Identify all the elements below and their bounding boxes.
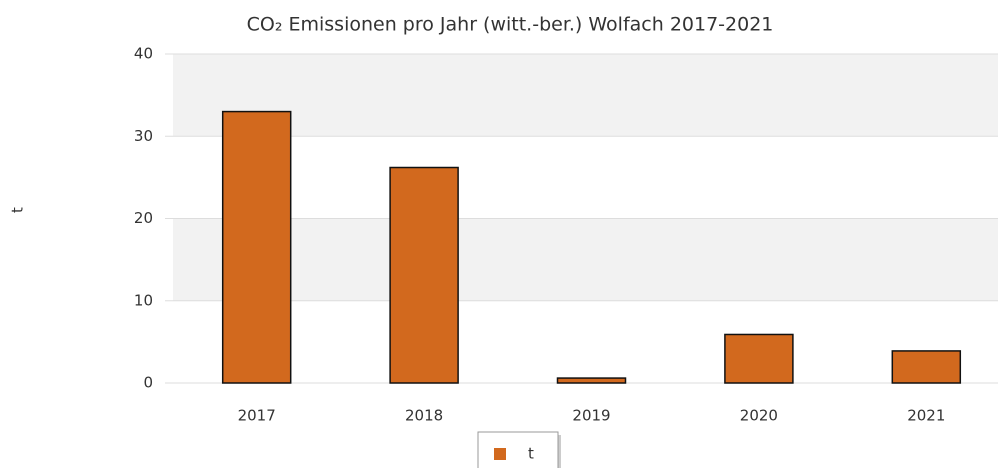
- y-tick-label: 30: [134, 127, 153, 145]
- plot-band: [173, 54, 998, 137]
- x-tick-label: 2020: [740, 407, 778, 425]
- bar: [389, 166, 459, 384]
- y-tick-label: 10: [134, 291, 153, 309]
- y-tick-label: 20: [134, 209, 153, 227]
- legend-label: t: [528, 445, 534, 463]
- plot-band: [173, 218, 998, 301]
- plot-band: [173, 300, 998, 383]
- x-tick-label: 2021: [907, 407, 945, 425]
- bar: [556, 377, 627, 384]
- legend: t: [477, 431, 561, 468]
- plot-band: [173, 136, 998, 219]
- legend-box: [477, 431, 559, 468]
- x-tick-label: 2019: [572, 407, 610, 425]
- bar: [891, 350, 962, 384]
- y-tick-label: 0: [143, 374, 153, 392]
- legend-swatch: [494, 448, 506, 460]
- x-tick-label: 2017: [238, 407, 276, 425]
- chart-title: CO₂ Emissionen pro Jahr (witt.-ber.) Wol…: [247, 14, 774, 36]
- bar: [221, 110, 292, 384]
- x-tick-label: 2018: [405, 407, 443, 425]
- y-tick-label: 40: [134, 45, 153, 63]
- y-axis-label: t: [9, 207, 27, 213]
- bar: [724, 333, 794, 384]
